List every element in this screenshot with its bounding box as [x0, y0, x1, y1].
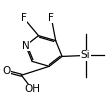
Text: F: F: [21, 13, 26, 23]
Text: F: F: [48, 13, 54, 23]
Text: N: N: [22, 40, 30, 51]
Text: OH: OH: [24, 84, 40, 94]
Text: O: O: [2, 66, 11, 76]
Text: Si: Si: [81, 50, 90, 60]
